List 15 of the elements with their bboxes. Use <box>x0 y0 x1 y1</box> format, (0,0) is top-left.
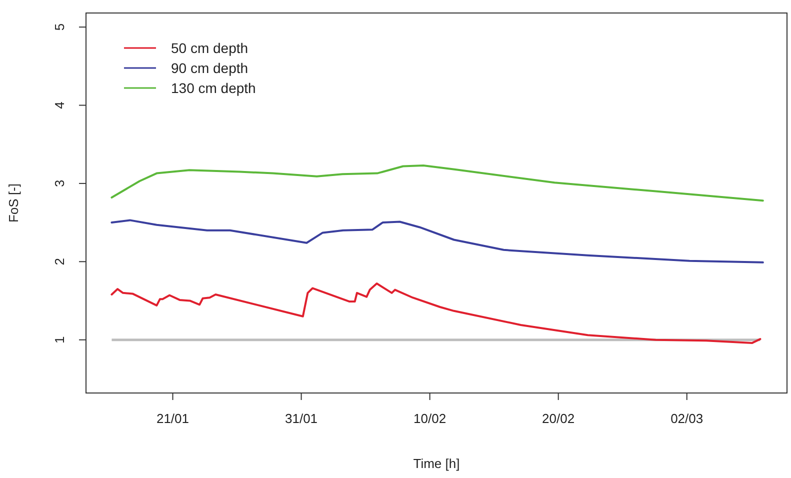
y-tick-label: 4 <box>52 102 67 109</box>
legend-label: 130 cm depth <box>171 80 256 96</box>
x-tick-label: 02/03 <box>670 411 704 426</box>
legend-label: 50 cm depth <box>171 40 248 56</box>
y-tick-label: 5 <box>52 23 67 31</box>
y-tick-label: 3 <box>52 180 67 188</box>
y-tick-label: 2 <box>52 258 67 266</box>
x-tick-label: 10/02 <box>414 411 446 426</box>
x-tick-label: 21/01 <box>156 411 190 426</box>
x-axis-title: Time [h] <box>413 456 460 471</box>
y-tick-label: 1 <box>52 336 67 344</box>
legend-label: 90 cm depth <box>171 60 248 76</box>
x-tick-label: 20/02 <box>542 411 575 426</box>
y-axis-title: FoS [-] <box>6 183 21 223</box>
x-tick-label: 31/01 <box>285 411 318 426</box>
